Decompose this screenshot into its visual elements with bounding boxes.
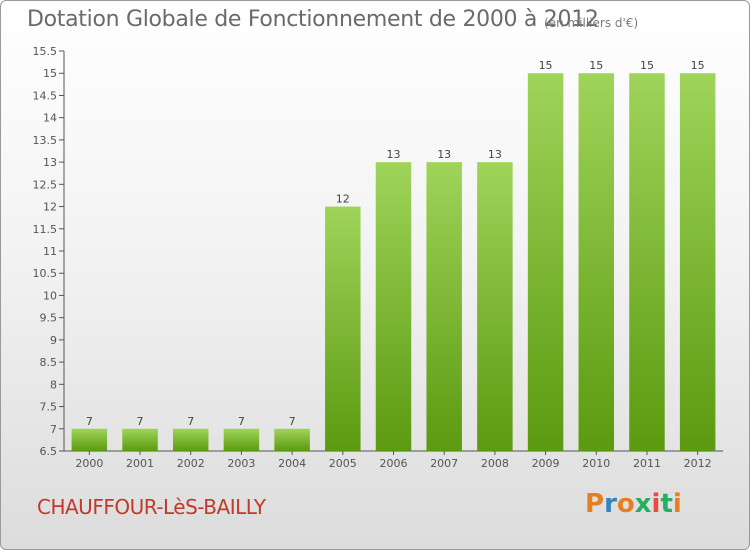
value-labels: 7 7 7 7 7 12 13 13 13 15 15 15 15 <box>86 59 705 428</box>
x-tick-label-2004: 2004 <box>278 457 306 470</box>
value-label-2000: 7 <box>86 415 93 428</box>
logo-letter: r <box>604 489 617 519</box>
y-tick-label: 11 <box>43 245 57 258</box>
x-tick-label-2009: 2009 <box>532 457 560 470</box>
x-tick-label-2011: 2011 <box>633 457 661 470</box>
commune-name: CHAUFFOUR-LèS-BAILLY <box>37 495 266 519</box>
bar-2003 <box>223 428 260 451</box>
logo-letter: x <box>634 489 652 519</box>
x-tick-label-2003: 2003 <box>227 457 255 470</box>
y-tick-label: 12.5 <box>33 178 58 191</box>
value-label-2009: 15 <box>539 59 553 72</box>
y-tick-label: 7.5 <box>40 401 58 414</box>
bar-2007 <box>426 162 462 451</box>
value-label-2010: 15 <box>589 59 603 72</box>
x-tick-label-2001: 2001 <box>126 457 154 470</box>
value-label-2006: 13 <box>387 148 401 161</box>
bar-2009 <box>527 73 564 451</box>
value-label-2003: 7 <box>238 415 245 428</box>
logo-letter: P <box>585 489 605 519</box>
y-tick-label: 13 <box>43 156 57 169</box>
y-tick-label: 7 <box>50 423 57 436</box>
y-tick-label: 13.5 <box>33 134 58 147</box>
bar-2002 <box>172 428 209 451</box>
x-tick-label-2007: 2007 <box>430 457 458 470</box>
bar-2004 <box>274 428 310 451</box>
chart-subtitle: (en milliers d'€) <box>544 16 639 30</box>
bar-2010 <box>578 73 615 451</box>
x-tick-label-2012: 2012 <box>684 457 712 470</box>
x-tick-label-2006: 2006 <box>380 457 408 470</box>
y-tick-label: 15.5 <box>33 45 58 58</box>
y-tick-label: 9 <box>50 334 57 347</box>
value-label-2008: 13 <box>488 148 502 161</box>
logo-letter: i <box>651 489 661 519</box>
x-tick-label-2008: 2008 <box>481 457 509 470</box>
bar-2008 <box>477 162 513 451</box>
x-tick-label-2000: 2000 <box>75 457 103 470</box>
value-label-2001: 7 <box>137 415 144 428</box>
y-tick-label: 14 <box>43 112 57 125</box>
x-tick-label-2010: 2010 <box>582 457 610 470</box>
x-tick-label-2002: 2002 <box>177 457 205 470</box>
logo-letter: i <box>672 489 682 519</box>
y-tick-label: 12 <box>43 201 57 214</box>
y-tick-label: 8 <box>50 378 57 391</box>
value-label-2004: 7 <box>289 415 296 428</box>
bar-2000 <box>71 428 108 451</box>
y-tick-label: 6.5 <box>40 445 58 458</box>
bar-2001 <box>122 428 158 451</box>
y-tick-label: 15 <box>43 67 57 80</box>
bar-2005 <box>325 206 361 451</box>
y-tick-label: 8.5 <box>40 356 58 369</box>
logo-letter: o <box>616 489 635 519</box>
value-label-2007: 13 <box>437 148 451 161</box>
logo-letter: t <box>660 489 673 519</box>
chart-title: Dotation Globale de Fonctionnement de 20… <box>27 7 599 32</box>
y-tick-label: 11.5 <box>33 223 58 236</box>
bar-2012 <box>679 73 716 451</box>
x-axis: 2000 2001 2002 2003 2004 2005 2006 2007 2008 2009… <box>64 450 723 470</box>
bar-2011 <box>629 73 665 451</box>
y-tick-label: 9.5 <box>40 312 58 325</box>
proxiti-logo: Proxiti <box>585 489 682 519</box>
value-label-2005: 12 <box>336 193 350 206</box>
value-label-2012: 15 <box>691 59 705 72</box>
y-tick-label: 14.5 <box>33 89 58 102</box>
bars <box>71 73 716 451</box>
x-tick-label-2005: 2005 <box>329 457 357 470</box>
y-tick-label: 10 <box>43 289 57 302</box>
value-label-2002: 7 <box>187 415 194 428</box>
y-tick-label: 10.5 <box>33 267 58 280</box>
value-label-2011: 15 <box>640 59 654 72</box>
y-axis: 6.5 7 7.5 8 8.5 9 9.5 10 10.5 11 11.5 12 12.5 13 13.5 1… <box>33 45 65 458</box>
bar-2006 <box>375 162 412 451</box>
